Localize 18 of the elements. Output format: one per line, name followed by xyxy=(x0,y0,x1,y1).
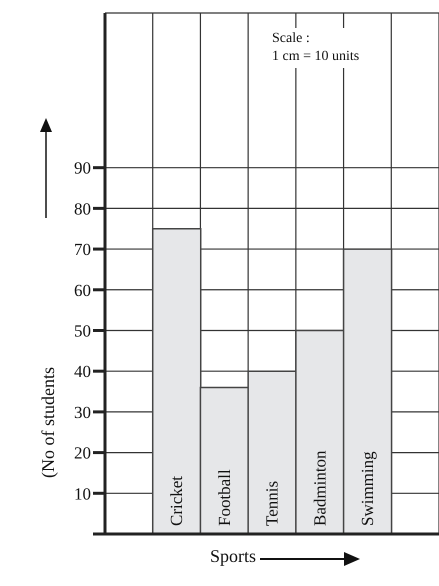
y-tick-label: 90 xyxy=(74,158,91,178)
y-tick-label: 50 xyxy=(74,322,91,341)
y-tick-label: 30 xyxy=(74,402,91,422)
x-tick-label: Cricket xyxy=(167,476,186,526)
y-tick-label: 60 xyxy=(74,280,91,300)
x-tick-label: Tennis xyxy=(262,480,282,526)
y-tick-label: 10 xyxy=(74,484,91,504)
y-tick-label: 70 xyxy=(74,240,91,260)
x-tick-label: Badminton xyxy=(310,450,330,526)
x-tick-label: Football xyxy=(214,469,234,526)
x-axis-title: Sports xyxy=(210,546,256,567)
annotation: Scale : xyxy=(272,30,311,48)
y-tick-label: 40 xyxy=(74,362,91,382)
y-tick-label: 80 xyxy=(74,199,91,218)
y-axis-title: (No of students xyxy=(38,366,59,478)
y-tick-label: 20 xyxy=(74,444,91,463)
annotation: 1 cm = 10 units xyxy=(272,48,360,66)
x-tick-label: Swimming xyxy=(358,450,378,526)
